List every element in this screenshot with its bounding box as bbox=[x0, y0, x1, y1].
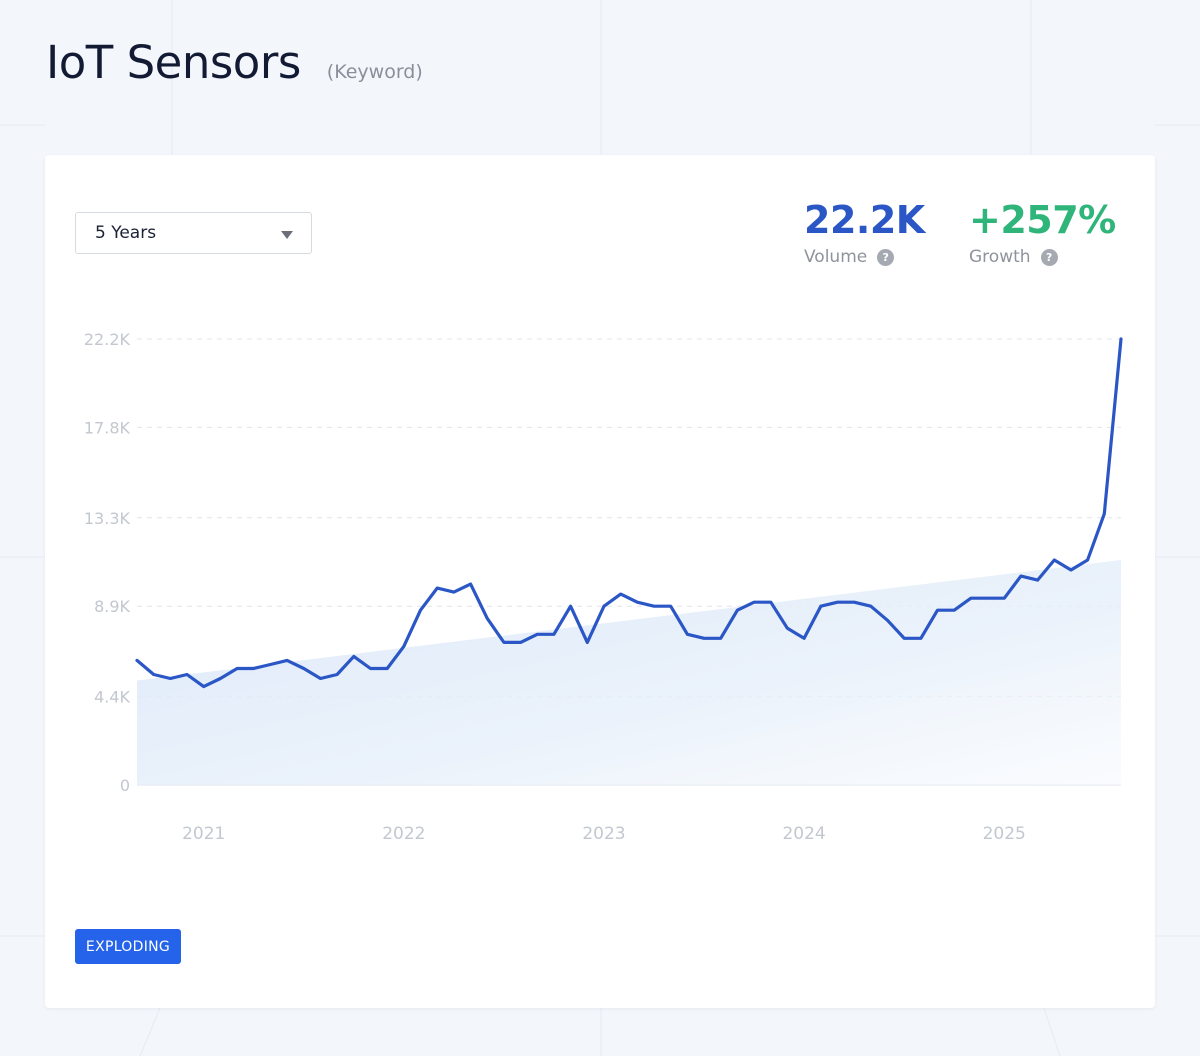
data-point bbox=[1036, 579, 1039, 582]
data-point bbox=[386, 667, 389, 670]
data-point bbox=[753, 601, 756, 604]
data-point bbox=[819, 605, 822, 608]
data-point bbox=[836, 601, 839, 604]
data-point bbox=[619, 593, 622, 596]
data-point bbox=[803, 637, 806, 640]
data-point bbox=[969, 597, 972, 600]
y-tick-label: 0 bbox=[120, 776, 130, 795]
data-point bbox=[786, 627, 789, 630]
chevron-down-icon bbox=[281, 231, 293, 239]
data-point bbox=[719, 637, 722, 640]
y-tick-label: 4.4K bbox=[94, 688, 130, 707]
data-point bbox=[436, 587, 439, 590]
time-range-value: 5 Years bbox=[95, 223, 157, 243]
data-point bbox=[853, 601, 856, 604]
x-tick-label: 2022 bbox=[382, 824, 425, 844]
data-point bbox=[135, 659, 138, 662]
y-tick-label: 22.2K bbox=[84, 330, 131, 349]
trend-area bbox=[137, 559, 1121, 785]
y-tick-label: 8.9K bbox=[94, 597, 130, 616]
growth-label: Growth bbox=[969, 247, 1031, 267]
data-point bbox=[219, 677, 222, 680]
data-point bbox=[769, 601, 772, 604]
data-point bbox=[953, 609, 956, 612]
data-point bbox=[1053, 558, 1056, 561]
data-point bbox=[336, 673, 339, 676]
data-point bbox=[452, 591, 455, 594]
x-tick-label: 2024 bbox=[782, 824, 825, 844]
page-title: IoT Sensors bbox=[46, 36, 301, 89]
volume-value: 22.2K bbox=[804, 198, 925, 242]
data-point bbox=[669, 605, 672, 608]
exploding-badge-label: EXPLODING bbox=[85, 938, 171, 955]
time-range-dropdown[interactable]: 5 Years bbox=[75, 212, 312, 254]
data-point bbox=[302, 667, 305, 670]
data-point bbox=[1003, 597, 1006, 600]
data-point bbox=[469, 583, 472, 586]
x-tick-label: 2023 bbox=[582, 824, 625, 844]
data-point bbox=[152, 673, 155, 676]
data-point bbox=[636, 601, 639, 604]
data-point bbox=[886, 619, 889, 622]
y-tick-label: 13.3K bbox=[84, 509, 131, 528]
data-point bbox=[1119, 337, 1122, 340]
data-point bbox=[185, 673, 188, 676]
data-point bbox=[369, 667, 372, 670]
y-tick-label: 17.8K bbox=[84, 418, 131, 437]
data-point bbox=[552, 633, 555, 636]
data-point bbox=[986, 597, 989, 600]
data-point bbox=[269, 663, 272, 666]
data-point bbox=[1086, 558, 1089, 561]
data-point bbox=[252, 667, 255, 670]
data-point bbox=[519, 641, 522, 644]
data-point bbox=[1069, 568, 1072, 571]
trend-card: 5 Years 22.2K Volume ? +257% Growth ? 0 4… bbox=[45, 155, 1155, 1008]
data-point bbox=[1103, 512, 1106, 515]
data-point bbox=[936, 609, 939, 612]
data-point bbox=[586, 641, 589, 644]
series-line bbox=[135, 337, 1123, 689]
data-point bbox=[869, 605, 872, 608]
x-tick-label: 2021 bbox=[182, 824, 225, 844]
data-point bbox=[169, 677, 172, 680]
data-point bbox=[919, 637, 922, 640]
data-point bbox=[236, 667, 239, 670]
data-point bbox=[536, 633, 539, 636]
data-point bbox=[903, 637, 906, 640]
search-volume-chart: 0 4.4K 8.9K 13.3K 17.8K 22.2K 2021 2022 2023 202… bbox=[84, 330, 1123, 844]
data-point bbox=[202, 685, 205, 688]
data-point bbox=[703, 637, 706, 640]
keyword-type-label: (Keyword) bbox=[326, 61, 423, 83]
data-point bbox=[652, 605, 655, 608]
data-point bbox=[352, 655, 355, 658]
data-point bbox=[419, 609, 422, 612]
data-point bbox=[502, 641, 505, 644]
exploding-badge[interactable]: EXPLODING bbox=[75, 929, 181, 964]
x-tick-label: 2025 bbox=[983, 824, 1026, 844]
data-point bbox=[1019, 575, 1022, 578]
data-point bbox=[569, 605, 572, 608]
data-point bbox=[736, 609, 739, 612]
volume-label: Volume bbox=[804, 247, 868, 267]
help-icon[interactable]: ? bbox=[1040, 248, 1058, 266]
growth-value: +257% bbox=[969, 198, 1116, 242]
data-point bbox=[686, 633, 689, 636]
volume-stat: 22.2K Volume ? bbox=[804, 197, 925, 267]
growth-stat: +257% Growth ? bbox=[969, 197, 1116, 267]
volume-label-row: Volume ? bbox=[804, 247, 925, 267]
data-point bbox=[319, 677, 322, 680]
data-point bbox=[402, 645, 405, 648]
data-point bbox=[602, 605, 605, 608]
page-header: IoT Sensors (Keyword) bbox=[46, 36, 423, 89]
data-point bbox=[486, 617, 489, 620]
data-point bbox=[286, 659, 289, 662]
growth-label-row: Growth ? bbox=[969, 247, 1116, 267]
help-icon[interactable]: ? bbox=[877, 248, 895, 266]
